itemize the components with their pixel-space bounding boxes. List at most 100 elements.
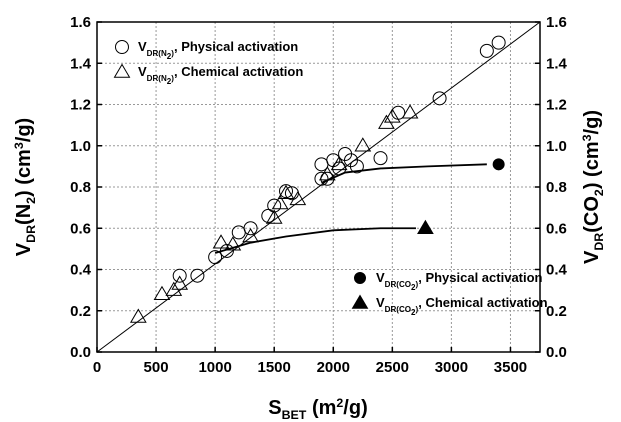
x-axis-label: SBET (m2/g)	[268, 396, 367, 422]
point	[349, 159, 364, 174]
point	[491, 35, 506, 50]
line	[321, 163, 487, 184]
y-tick-label: 0.0	[70, 344, 91, 361]
text-part: BET	[282, 408, 307, 422]
text-part: )	[416, 280, 419, 289]
text-part: , Physical activation	[418, 270, 542, 285]
point	[417, 219, 434, 234]
point	[373, 151, 388, 166]
y2-tick-label: 0.0	[546, 344, 567, 361]
text-part: , Chemical activation	[174, 64, 303, 79]
x-tick-label: 500	[144, 359, 169, 376]
y2-tick-label: 0.4	[546, 262, 568, 279]
text-part: (m	[306, 397, 336, 419]
x-tick-label: 3000	[435, 359, 468, 376]
legend-marker	[115, 40, 129, 54]
point	[172, 268, 187, 283]
text-part: 2	[336, 396, 343, 410]
text-part: S	[268, 397, 281, 419]
text-part: V	[138, 39, 147, 54]
point	[383, 108, 401, 123]
y2-tick-label: 1.6	[546, 14, 567, 31]
text-part: , Physical activation	[174, 39, 298, 54]
point	[190, 268, 205, 283]
point	[277, 184, 295, 199]
y2-tick-label: 0.8	[546, 179, 567, 196]
y-tick-label: 1.2	[70, 97, 91, 114]
point	[401, 104, 419, 119]
y-axis-label: VDR(N2) (cm3/g)	[12, 118, 38, 256]
text-part: /g)	[13, 118, 35, 142]
point	[279, 184, 294, 199]
text-part: 2	[592, 189, 606, 196]
point	[492, 158, 505, 171]
text-part: 3	[12, 142, 26, 149]
text-part: /g)	[343, 397, 367, 419]
legend-text: VDR(CO2), Physical activation	[376, 270, 543, 292]
y2-axis-label: VDR(CO2) (cm3/g)	[580, 110, 606, 264]
x-tick-label: 2500	[376, 359, 409, 376]
text-part: V	[13, 242, 35, 256]
text-part: DR	[24, 225, 38, 243]
text-part: 2	[411, 283, 416, 292]
text-part: V	[376, 270, 385, 285]
y2-tick-label: 0.2	[546, 303, 567, 320]
y-tick-label: 0.6	[70, 220, 91, 237]
text-part: V	[376, 295, 385, 310]
legend-marker	[351, 294, 369, 309]
point	[243, 221, 258, 236]
point	[129, 308, 147, 323]
x-tick-label: 1500	[258, 359, 291, 376]
x-tick-label: 1000	[198, 359, 231, 376]
text-part: (CO	[581, 196, 603, 233]
y-tick-label: 0.4	[70, 262, 92, 279]
y-tick-label: 0.2	[70, 303, 91, 320]
legend-marker	[354, 272, 366, 284]
point	[289, 190, 307, 206]
point	[224, 236, 242, 251]
point	[212, 234, 230, 249]
point	[171, 275, 189, 290]
point	[271, 195, 289, 210]
text-part: V	[581, 250, 603, 264]
text-part: DR(N	[147, 74, 167, 83]
y-tick-label: 1.6	[70, 14, 91, 31]
text-part: 2	[411, 308, 416, 317]
y2-tick-label: 1.0	[546, 138, 567, 155]
legend-text: VDR(N2), Chemical activation	[138, 64, 303, 86]
point	[354, 137, 372, 152]
y-tick-label: 1.4	[70, 55, 92, 72]
legend-text: VDR(N2), Physical activation	[138, 39, 298, 61]
x-tick-label: 3500	[494, 359, 527, 376]
text-part: DR	[592, 233, 606, 251]
line	[214, 227, 416, 254]
text-part: V	[138, 64, 147, 79]
text-part: /g)	[581, 110, 603, 134]
y2-tick-label: 1.4	[546, 55, 568, 72]
point	[432, 91, 447, 106]
text-part: )	[171, 49, 174, 58]
y2-tick-label: 0.6	[546, 220, 567, 237]
text-part: (N	[13, 204, 35, 225]
point	[153, 285, 171, 300]
point	[267, 198, 282, 213]
text-part: )	[416, 305, 419, 314]
text-part: DR(CO	[385, 305, 411, 314]
text-part: 3	[580, 134, 594, 141]
y-tick-label: 1.0	[70, 138, 91, 155]
point	[261, 208, 276, 223]
legend-marker	[113, 63, 131, 78]
point	[479, 43, 494, 58]
text-part: 2	[24, 197, 38, 204]
point	[314, 171, 329, 186]
x-tick-label: 0	[93, 359, 101, 376]
y2-tick-label: 1.2	[546, 97, 567, 114]
y-tick-label: 0.8	[70, 179, 91, 196]
text-part: 2	[167, 77, 172, 86]
legend-text: VDR(CO2), Chemical activation	[376, 295, 548, 317]
text-part: 2	[167, 52, 172, 61]
text-part: DR(N	[147, 49, 167, 58]
x-tick-label: 2000	[317, 359, 350, 376]
point	[330, 155, 348, 171]
